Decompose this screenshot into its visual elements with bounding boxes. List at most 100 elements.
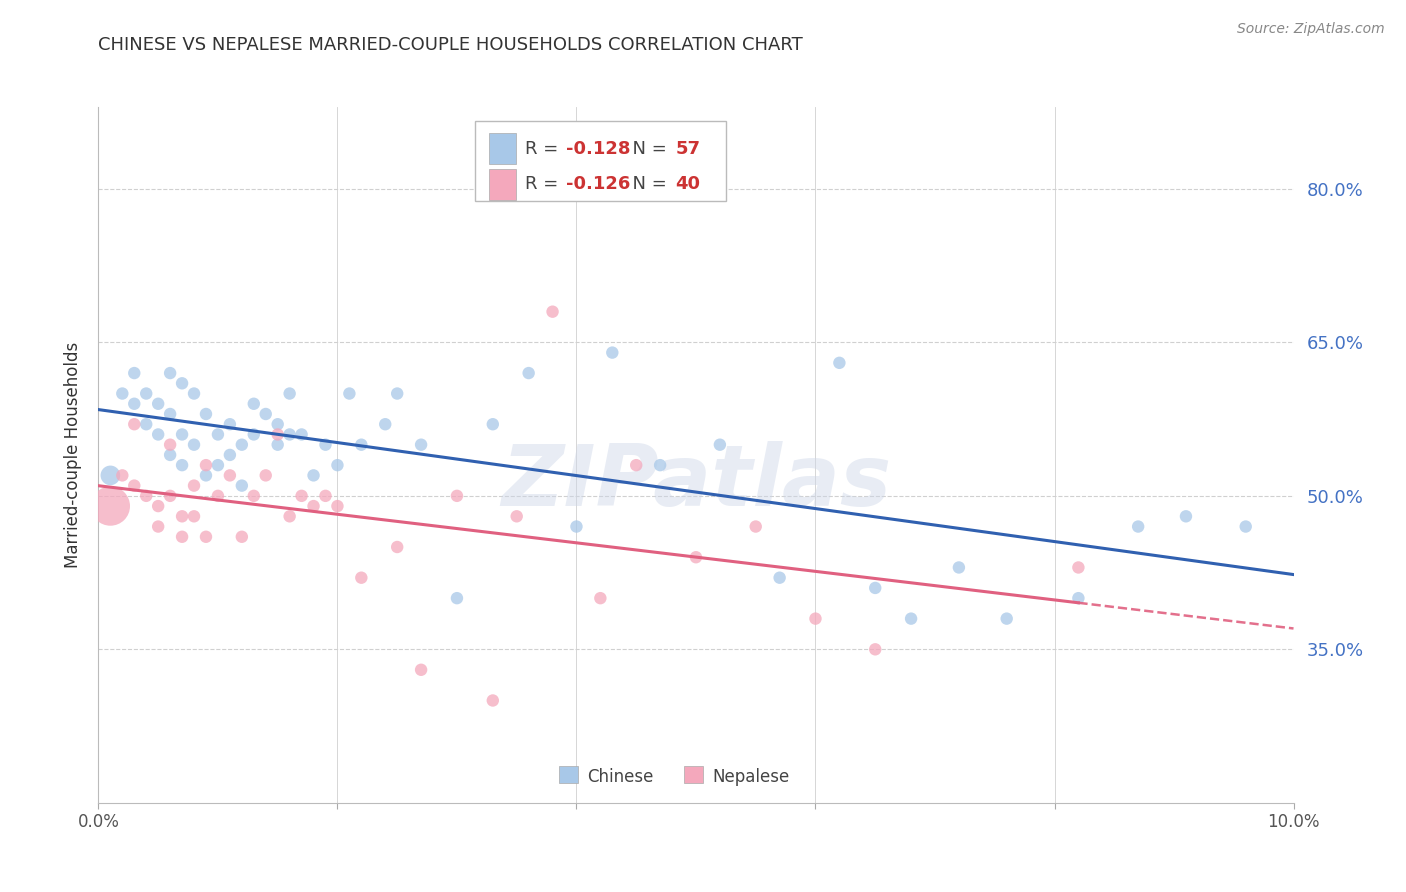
Point xyxy=(506,509,529,524)
Point xyxy=(172,530,194,544)
Point xyxy=(172,509,194,524)
Point xyxy=(626,458,648,472)
Point xyxy=(374,417,396,432)
Point xyxy=(243,489,266,503)
Point xyxy=(124,366,146,380)
Point xyxy=(900,612,922,626)
Text: N =: N = xyxy=(620,140,672,158)
Point xyxy=(100,468,122,483)
Point xyxy=(267,438,290,452)
Point xyxy=(709,438,731,452)
Point xyxy=(267,427,290,442)
Point xyxy=(195,458,218,472)
Point xyxy=(481,417,505,432)
Bar xyxy=(558,765,578,783)
Bar xyxy=(489,134,516,164)
Point xyxy=(865,581,887,595)
Point xyxy=(278,509,301,524)
Point xyxy=(243,397,266,411)
Point xyxy=(183,438,205,452)
Point xyxy=(148,397,170,411)
Point xyxy=(350,438,373,452)
Point xyxy=(231,530,253,544)
Point xyxy=(267,417,290,432)
Point xyxy=(159,366,181,380)
Text: Nepalese: Nepalese xyxy=(713,768,790,786)
Point xyxy=(1067,560,1090,574)
Point xyxy=(804,612,827,626)
Point xyxy=(828,356,851,370)
Point xyxy=(565,519,588,533)
Bar xyxy=(475,121,725,201)
Point xyxy=(159,489,181,503)
Point xyxy=(302,499,325,513)
Point xyxy=(517,366,540,380)
Point xyxy=(231,438,253,452)
Point xyxy=(172,427,194,442)
Point xyxy=(446,591,468,606)
Point xyxy=(769,571,792,585)
Point xyxy=(326,499,349,513)
Point xyxy=(339,386,360,401)
Point xyxy=(1175,509,1198,524)
Point xyxy=(291,489,314,503)
Point xyxy=(326,458,349,472)
Point xyxy=(243,427,266,442)
Text: -0.128: -0.128 xyxy=(565,140,630,158)
Text: Source: ZipAtlas.com: Source: ZipAtlas.com xyxy=(1237,22,1385,37)
Point xyxy=(100,499,122,513)
Point xyxy=(148,499,170,513)
Point xyxy=(195,530,218,544)
Point xyxy=(278,427,301,442)
Text: 40: 40 xyxy=(676,175,700,194)
Point xyxy=(183,478,205,492)
Point xyxy=(589,591,612,606)
Text: R =: R = xyxy=(524,140,564,158)
Point xyxy=(207,458,229,472)
Point xyxy=(411,438,433,452)
Y-axis label: Married-couple Households: Married-couple Households xyxy=(65,342,83,568)
Point xyxy=(183,509,205,524)
Point xyxy=(159,448,181,462)
Point xyxy=(195,407,218,421)
Point xyxy=(254,407,277,421)
Point xyxy=(254,468,277,483)
Point xyxy=(195,468,218,483)
Point xyxy=(135,417,157,432)
Point xyxy=(124,397,146,411)
Point xyxy=(315,489,337,503)
Point xyxy=(135,386,157,401)
Point xyxy=(385,540,409,554)
Point xyxy=(302,468,325,483)
Point xyxy=(745,519,768,533)
Point xyxy=(207,427,229,442)
Point xyxy=(159,407,181,421)
Point xyxy=(219,448,242,462)
Point xyxy=(385,386,409,401)
Point xyxy=(111,386,134,401)
Point xyxy=(541,304,564,318)
Point xyxy=(172,458,194,472)
Point xyxy=(124,417,146,432)
Point xyxy=(291,427,314,442)
Point xyxy=(135,489,157,503)
Point xyxy=(481,693,505,707)
Text: ZIPatlas: ZIPatlas xyxy=(501,442,891,524)
Point xyxy=(159,438,181,452)
Point xyxy=(685,550,707,565)
Point xyxy=(278,386,301,401)
Point xyxy=(602,345,624,359)
Point xyxy=(124,478,146,492)
Text: Chinese: Chinese xyxy=(588,768,654,786)
Point xyxy=(315,438,337,452)
Point xyxy=(219,417,242,432)
Point xyxy=(350,571,373,585)
Text: -0.126: -0.126 xyxy=(565,175,630,194)
Point xyxy=(650,458,672,472)
Point xyxy=(995,612,1018,626)
Point xyxy=(219,468,242,483)
Point xyxy=(1067,591,1090,606)
Point xyxy=(111,468,134,483)
Text: N =: N = xyxy=(620,175,672,194)
Point xyxy=(1128,519,1150,533)
